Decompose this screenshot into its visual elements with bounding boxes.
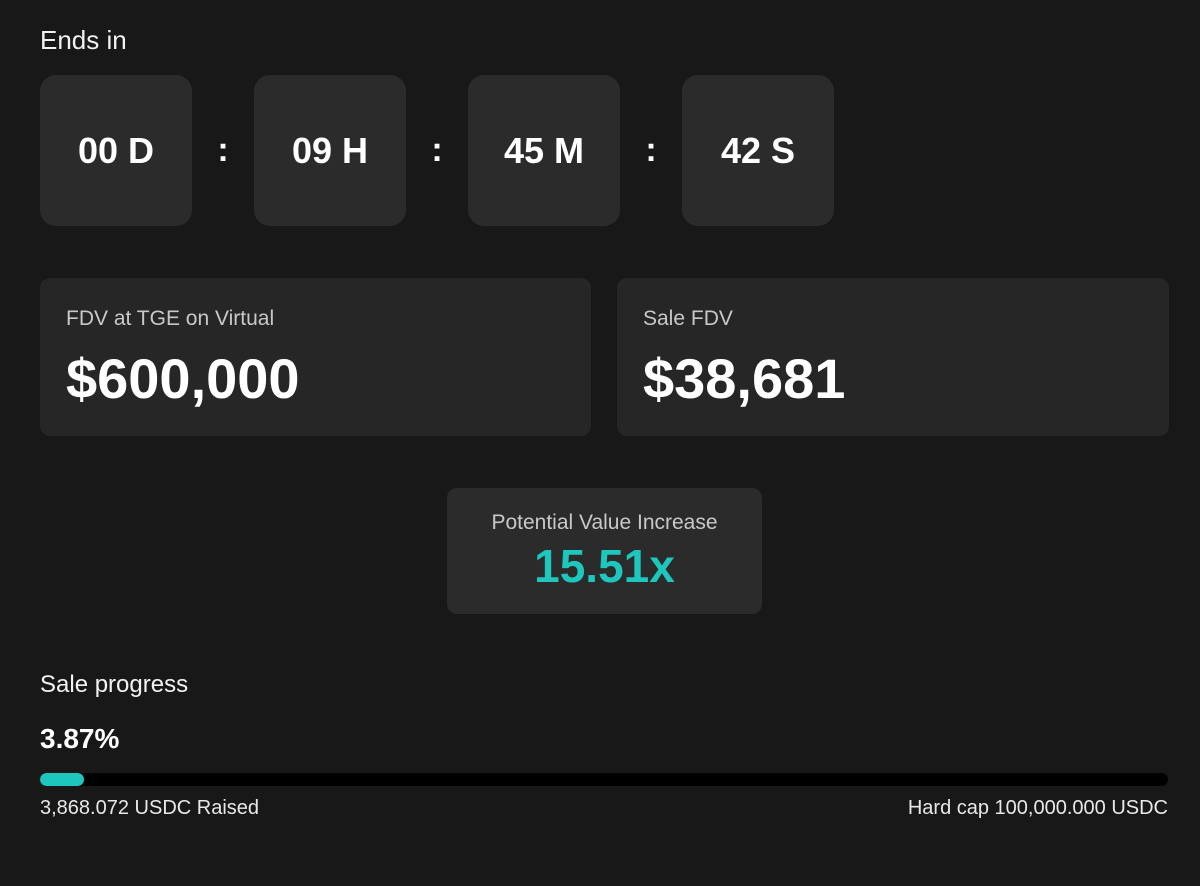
sale-fdv-card: Sale FDV $38,681 <box>617 278 1169 436</box>
countdown-seconds: 42 S <box>682 75 834 226</box>
countdown-separator: : <box>217 131 229 169</box>
sale-progress-fill <box>40 773 84 786</box>
countdown-days: 00 D <box>40 75 192 226</box>
hard-cap-amount: Hard cap 100,000.000 USDC <box>907 797 1168 819</box>
countdown-hours: 09 H <box>254 75 406 226</box>
countdown-separator: : <box>645 131 657 169</box>
potential-value-increase-value: 15.51x <box>534 540 675 592</box>
sale-progress-title: Sale progress <box>40 671 189 698</box>
potential-value-increase-label: Potential Value Increase <box>491 511 718 534</box>
raised-amount: 3,868.072 USDC Raised <box>40 797 260 819</box>
fdv-tge-value: $600,000 <box>66 347 300 410</box>
potential-value-increase-card: Potential Value Increase 15.51x <box>447 488 762 614</box>
sale-fdv-value: $38,681 <box>643 347 846 410</box>
fdv-tge-card: FDV at TGE on Virtual $600,000 <box>40 278 591 436</box>
sale-progress-percent: 3.87% <box>40 723 120 754</box>
countdown-timer: 00 D : 09 H : 45 M : 42 S <box>40 75 834 226</box>
sale-fdv-label: Sale FDV <box>643 307 733 330</box>
countdown-minutes: 45 M <box>468 75 620 226</box>
fdv-tge-label: FDV at TGE on Virtual <box>66 307 275 330</box>
countdown-title: Ends in <box>40 25 127 55</box>
countdown-separator: : <box>431 131 443 169</box>
sale-progress-bar <box>40 773 1168 786</box>
